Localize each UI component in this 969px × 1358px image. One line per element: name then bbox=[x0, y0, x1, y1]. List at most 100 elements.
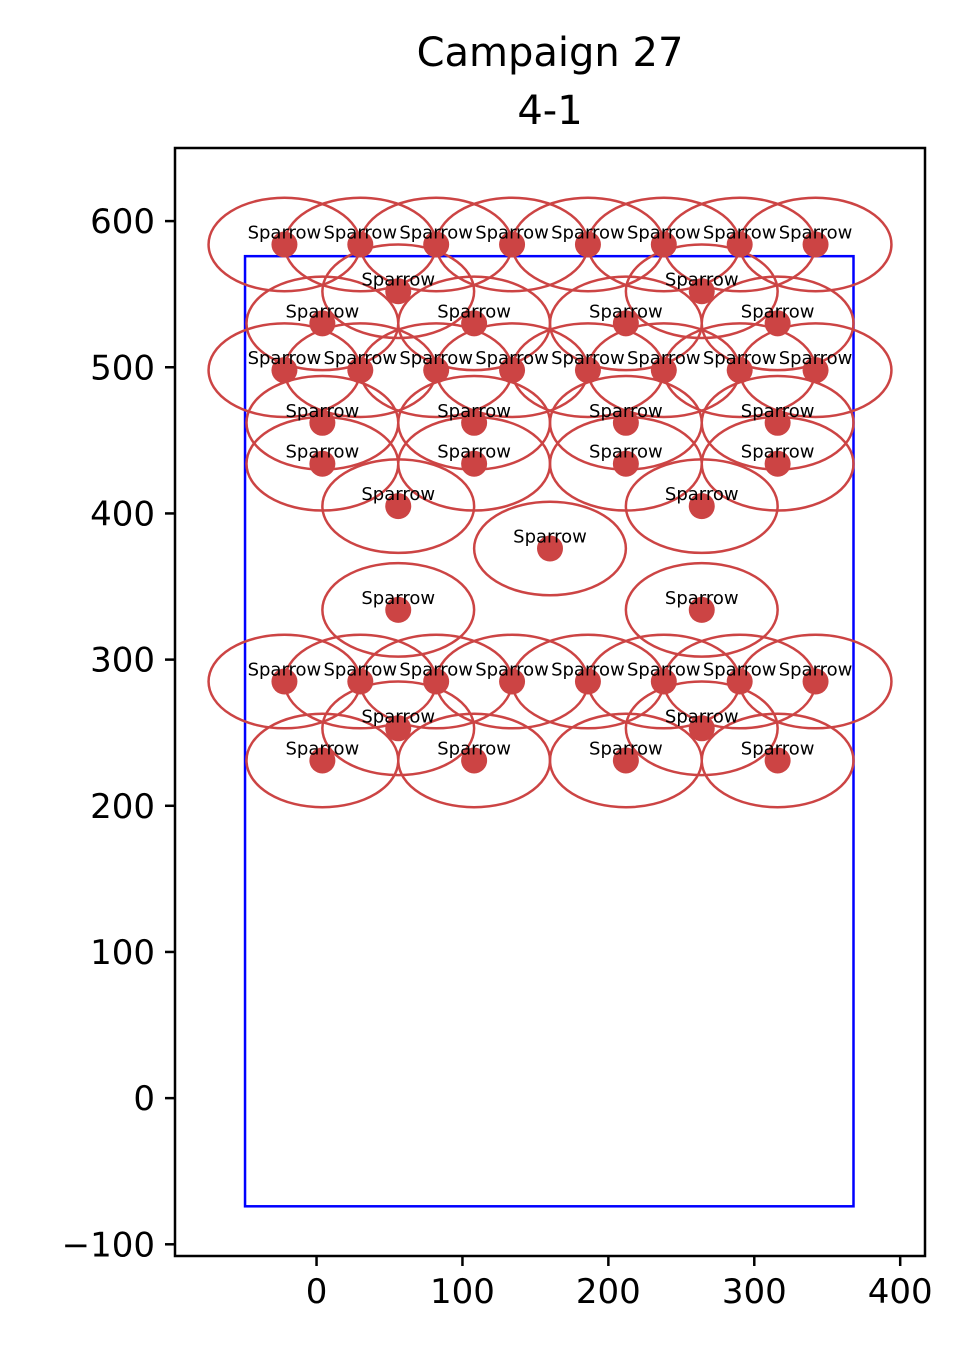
axes-frame bbox=[173, 146, 927, 1258]
point-label: Sparrow bbox=[286, 301, 360, 322]
point-marker bbox=[650, 357, 677, 384]
point-marker bbox=[309, 747, 336, 774]
chart-title: Campaign 27 bbox=[417, 30, 684, 76]
point-marker bbox=[802, 231, 829, 258]
point-marker bbox=[461, 747, 488, 774]
point-ellipse bbox=[472, 500, 628, 597]
point-ellipse bbox=[700, 712, 855, 809]
point-marker bbox=[764, 450, 791, 477]
point-marker bbox=[688, 715, 715, 742]
point-marker bbox=[650, 668, 677, 695]
point-marker bbox=[764, 747, 791, 774]
x-tick-label: 0 bbox=[306, 1272, 328, 1312]
point-marker bbox=[423, 668, 450, 695]
point-marker bbox=[726, 357, 753, 384]
y-tick-label: 600 bbox=[90, 202, 155, 242]
x-tick-label: 300 bbox=[722, 1272, 787, 1312]
point-marker bbox=[802, 357, 829, 384]
point-marker bbox=[612, 310, 639, 337]
point-label: Sparrow bbox=[741, 401, 815, 422]
point-label: Sparrow bbox=[589, 738, 663, 759]
point-label: Sparrow bbox=[779, 660, 853, 681]
point-label: Sparrow bbox=[475, 222, 549, 243]
point-marker bbox=[574, 231, 601, 258]
point-marker bbox=[650, 231, 677, 258]
point-marker bbox=[574, 357, 601, 384]
point-marker bbox=[688, 493, 715, 520]
point-label: Sparrow bbox=[399, 660, 473, 681]
y-tick-label: 200 bbox=[90, 787, 155, 827]
point-ellipse bbox=[321, 243, 476, 340]
point-ellipse bbox=[321, 458, 476, 555]
point-marker bbox=[271, 357, 298, 384]
point-marker bbox=[347, 668, 374, 695]
point-label: Sparrow bbox=[475, 660, 549, 681]
y-tick-label: 100 bbox=[90, 933, 155, 973]
point-marker bbox=[764, 310, 791, 337]
point-label: Sparrow bbox=[741, 738, 815, 759]
point-label: Sparrow bbox=[437, 738, 511, 759]
point-label: Sparrow bbox=[589, 442, 663, 463]
y-tick-label: 400 bbox=[90, 494, 155, 534]
point-label: Sparrow bbox=[361, 269, 435, 290]
point-marker bbox=[612, 409, 639, 436]
point-ellipse bbox=[321, 561, 476, 658]
point-label: Sparrow bbox=[665, 588, 739, 609]
point-label: Sparrow bbox=[665, 484, 739, 505]
point-label: Sparrow bbox=[437, 401, 511, 422]
plot-area: Sparrow Sparrow Sparrow Sparrow Sparrow Sparr… bbox=[207, 196, 893, 1208]
point-marker bbox=[385, 493, 412, 520]
boundary-rect bbox=[243, 254, 855, 1208]
point-marker bbox=[574, 668, 601, 695]
chart-subtitle: 4-1 bbox=[517, 88, 582, 134]
point-marker bbox=[499, 231, 526, 258]
point-label: Sparrow bbox=[665, 269, 739, 290]
point-marker bbox=[385, 715, 412, 742]
point-marker bbox=[271, 231, 298, 258]
point-label: Sparrow bbox=[551, 660, 625, 681]
point-label: Sparrow bbox=[475, 348, 549, 369]
point-label: Sparrow bbox=[703, 222, 777, 243]
point-label: Sparrow bbox=[286, 401, 360, 422]
point-marker bbox=[347, 357, 374, 384]
point-label: Sparrow bbox=[437, 442, 511, 463]
point-marker bbox=[309, 310, 336, 337]
y-tick-label: 300 bbox=[90, 641, 155, 681]
point-label: Sparrow bbox=[551, 348, 625, 369]
y-tick-label: 0 bbox=[133, 1079, 155, 1119]
point-label: Sparrow bbox=[665, 706, 739, 727]
point-marker bbox=[385, 596, 412, 623]
point-label: Sparrow bbox=[741, 442, 815, 463]
point-label: Sparrow bbox=[399, 222, 473, 243]
point-marker bbox=[726, 668, 753, 695]
point-label: Sparrow bbox=[513, 527, 587, 548]
point-label: Sparrow bbox=[286, 442, 360, 463]
point-marker bbox=[385, 278, 412, 305]
point-label: Sparrow bbox=[248, 660, 322, 681]
point-label: Sparrow bbox=[248, 222, 322, 243]
point-marker bbox=[499, 668, 526, 695]
point-ellipse bbox=[624, 243, 779, 340]
y-tick-label: −100 bbox=[62, 1225, 155, 1265]
point-marker bbox=[461, 310, 488, 337]
point-label: Sparrow bbox=[589, 401, 663, 422]
point-marker bbox=[461, 409, 488, 436]
point-label: Sparrow bbox=[551, 222, 625, 243]
point-label: Sparrow bbox=[703, 660, 777, 681]
point-marker bbox=[309, 450, 336, 477]
axes: 0 100 200 300 400 −100 0 100 200 300 400 500 600 bbox=[62, 146, 933, 1312]
point-marker bbox=[726, 231, 753, 258]
point-marker bbox=[499, 357, 526, 384]
point-label: Sparrow bbox=[741, 301, 815, 322]
point-label: Sparrow bbox=[399, 348, 473, 369]
point-label: Sparrow bbox=[248, 348, 322, 369]
point-label: Sparrow bbox=[779, 222, 853, 243]
point-marker bbox=[537, 535, 563, 562]
y-tick-label: 500 bbox=[90, 348, 155, 388]
x-tick-label: 200 bbox=[576, 1272, 641, 1312]
point-label: Sparrow bbox=[779, 348, 853, 369]
point-ellipse bbox=[624, 458, 779, 555]
point-marker bbox=[461, 450, 488, 477]
x-tick-label: 100 bbox=[430, 1272, 495, 1312]
